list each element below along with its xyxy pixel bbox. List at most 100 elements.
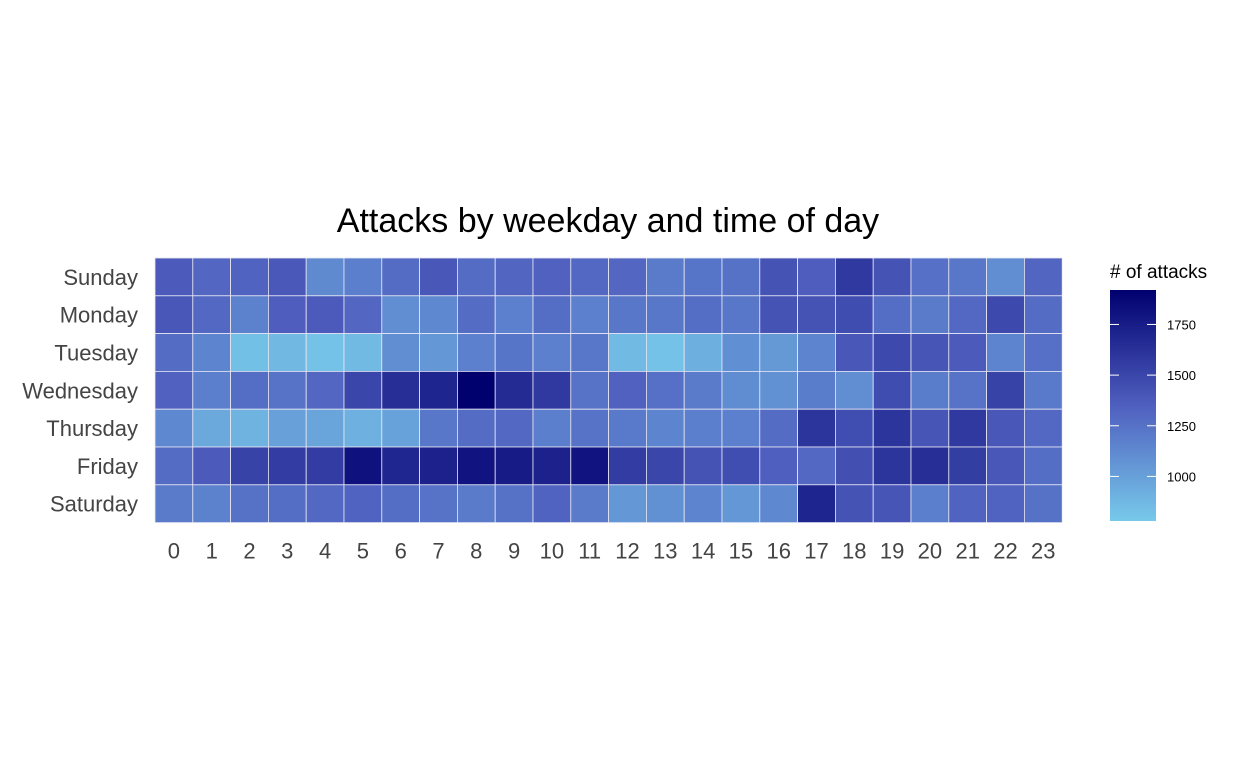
column-label-6: 6	[395, 539, 407, 564]
heatmap-cell-sunday-18	[835, 257, 874, 297]
legend-color-bar	[1110, 290, 1156, 521]
heatmap-cell-tuesday-20	[910, 333, 950, 372]
heatmap-cell-sunday-11	[570, 257, 609, 297]
legend-tick-label-1000: 1000	[1167, 469, 1196, 484]
heatmap-cell-thursday-12	[608, 408, 647, 448]
heatmap-cell-thursday-7	[419, 408, 458, 448]
heatmap-cell-sunday-15	[721, 257, 761, 297]
heatmap-cell-thursday-6	[381, 408, 420, 448]
row-label-saturday: Saturday	[50, 492, 138, 517]
heatmap-cell-saturday-8	[456, 484, 496, 523]
heatmap-cell-friday-10	[532, 446, 572, 486]
heatmap-cell-sunday-6	[381, 257, 420, 297]
column-label-13: 13	[653, 539, 677, 564]
column-label-14: 14	[691, 539, 715, 564]
heatmap-cell-sunday-2	[230, 257, 269, 297]
heatmap-cell-monday-8	[456, 295, 496, 334]
heatmap-cell-wednesday-20	[910, 370, 950, 410]
heatmap-cell-wednesday-2	[230, 370, 269, 410]
heatmap-cell-saturday-18	[835, 484, 874, 523]
heatmap-cell-monday-15	[721, 295, 761, 334]
heatmap-cell-saturday-1	[192, 484, 232, 523]
heatmap-cell-saturday-15	[721, 484, 761, 523]
heatmap-cell-friday-21	[948, 446, 987, 486]
heatmap-cell-tuesday-18	[835, 333, 874, 372]
heatmap-cell-saturday-2	[230, 484, 269, 523]
heatmap-cell-friday-13	[646, 446, 685, 486]
heatmap-cell-friday-4	[305, 446, 345, 486]
heatmap-cell-friday-6	[381, 446, 420, 486]
heatmap-cell-sunday-4	[305, 257, 345, 297]
heatmap-cell-thursday-18	[835, 408, 874, 448]
legend-tick-label-1750: 1750	[1167, 317, 1196, 332]
heatmap-cell-tuesday-15	[721, 333, 761, 372]
heatmap-cell-friday-17	[797, 446, 836, 486]
heatmap-cell-friday-7	[419, 446, 458, 486]
heatmap-cell-sunday-17	[797, 257, 836, 297]
heatmap-cell-tuesday-22	[986, 333, 1025, 372]
heatmap-cell-sunday-21	[948, 257, 987, 297]
column-label-21: 21	[955, 539, 979, 564]
heatmap-cell-wednesday-19	[872, 370, 912, 410]
heatmap-cell-wednesday-1	[192, 370, 232, 410]
column-label-2: 2	[243, 539, 255, 564]
heatmap-cell-wednesday-23	[1024, 370, 1063, 410]
heatmap-cell-sunday-3	[267, 257, 307, 297]
legend-ticks: 1000 1250 1500 1750	[1110, 317, 1196, 484]
heatmap-cell-friday-16	[759, 446, 798, 486]
heatmap-cell-monday-9	[494, 295, 534, 334]
heatmap-cell-friday-2	[230, 446, 269, 486]
heatmap-cell-monday-5	[343, 295, 383, 334]
heatmap-cell-monday-1	[192, 295, 232, 334]
heatmap-cell-wednesday-9	[494, 370, 534, 410]
heatmap-cell-wednesday-17	[797, 370, 836, 410]
heatmap-cell-sunday-16	[759, 257, 798, 297]
heatmap-cell-thursday-11	[570, 408, 609, 448]
heatmap-cell-tuesday-5	[343, 333, 383, 372]
legend-tick-label-1250: 1250	[1167, 419, 1196, 434]
heatmap-cell-tuesday-9	[494, 333, 534, 372]
heatmap-cell-saturday-13	[646, 484, 685, 523]
heatmap-cell-monday-23	[1024, 295, 1063, 334]
row-label-wednesday: Wednesday	[22, 378, 138, 403]
heatmap-cell-wednesday-21	[948, 370, 987, 410]
heatmap-cell-tuesday-6	[381, 333, 420, 372]
heatmap-cell-friday-0	[154, 446, 194, 486]
heatmap-cell-saturday-16	[759, 484, 798, 523]
heatmap-cell-sunday-8	[456, 257, 496, 297]
heatmap-cell-monday-2	[230, 295, 269, 334]
heatmap-cell-saturday-5	[343, 484, 383, 523]
heatmap-cell-wednesday-4	[305, 370, 345, 410]
heatmap-cell-sunday-19	[872, 257, 912, 297]
legend-tick-label-1500: 1500	[1167, 368, 1196, 383]
column-label-0: 0	[168, 539, 180, 564]
heatmap-cell-monday-21	[948, 295, 987, 334]
heatmap-cell-thursday-19	[872, 408, 912, 448]
heatmap-cell-thursday-17	[797, 408, 836, 448]
row-label-sunday: Sunday	[63, 265, 138, 290]
heatmap-cell-monday-20	[910, 295, 950, 334]
heatmap-cell-sunday-0	[154, 257, 194, 297]
heatmap-cell-friday-3	[267, 446, 307, 486]
heatmap-cell-tuesday-8	[456, 333, 496, 372]
heatmap-cell-saturday-20	[910, 484, 950, 523]
heatmap-cell-monday-19	[872, 295, 912, 334]
heatmap-cell-thursday-20	[910, 408, 950, 448]
heatmap-cell-wednesday-7	[419, 370, 458, 410]
heatmap-cell-friday-18	[835, 446, 874, 486]
heatmap-cell-sunday-1	[192, 257, 232, 297]
heatmap-cell-monday-22	[986, 295, 1025, 334]
heatmap-cell-sunday-22	[986, 257, 1025, 297]
heatmap-cell-thursday-23	[1024, 408, 1063, 448]
heatmap-cell-friday-11	[570, 446, 609, 486]
row-labels: Sunday Monday Tuesday Wednesday Thursday Frid…	[22, 265, 138, 517]
heatmap-cell-wednesday-0	[154, 370, 194, 410]
heatmap-cell-tuesday-7	[419, 333, 458, 372]
column-label-9: 9	[508, 539, 520, 564]
heatmap-cell-monday-7	[419, 295, 458, 334]
heatmap-cell-wednesday-13	[646, 370, 685, 410]
heatmap-cell-saturday-12	[608, 484, 647, 523]
heatmap-cell-friday-15	[721, 446, 761, 486]
heatmap-cell-saturday-14	[683, 484, 723, 523]
heatmap-cell-sunday-23	[1024, 257, 1063, 297]
